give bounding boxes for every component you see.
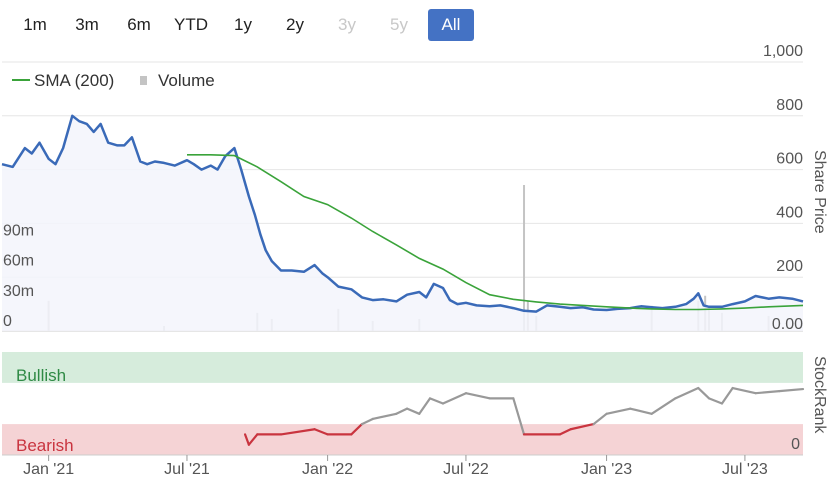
- bearish-label: Bearish: [16, 436, 74, 455]
- bearish-band: [2, 424, 803, 455]
- rank-zero-label: 0: [791, 436, 800, 453]
- sma-series: [187, 154, 804, 311]
- x-tick-label: Jul '22: [443, 461, 489, 478]
- volume-tick-label: 60m: [3, 253, 34, 270]
- stockrank-segment: [674, 386, 700, 400]
- legend[interactable]: SMA (200) Volume: [12, 71, 215, 90]
- stockrank-segment: [428, 397, 445, 405]
- x-tick-label: Jan '21: [23, 461, 74, 478]
- volume-tick-label: 0: [3, 313, 12, 330]
- range-button-all[interactable]: All: [428, 9, 474, 41]
- x-tick-label: Jan '23: [581, 461, 632, 478]
- axes: 1,000 800 600 400 200 0.00 0 30m 60m 90m: [3, 43, 803, 333]
- stockrank-segment: [650, 397, 677, 415]
- stockrank-segment: [731, 386, 757, 395]
- volume-bar: [523, 185, 526, 331]
- stockrank-segment: [371, 412, 398, 421]
- price-bottom-label: 0.00: [772, 316, 803, 333]
- stockrank-segment: [247, 433, 259, 446]
- range-button-5y: 5y: [376, 9, 422, 41]
- price-tick-label: 1,000: [763, 43, 803, 60]
- range-selector: 1m 3m 6m YTD 1y 2y 3y 5y All: [12, 9, 474, 43]
- range-button-ytd[interactable]: YTD: [168, 9, 214, 41]
- stockrank-segment: [441, 392, 468, 405]
- stockrank-segment: [697, 386, 711, 400]
- stockrank-segment: [629, 407, 653, 415]
- price-line: [1, 114, 804, 313]
- x-tick-label: Jan '22: [302, 461, 353, 478]
- price-tick-label: 200: [776, 258, 803, 275]
- range-button-3y: 3y: [324, 9, 370, 41]
- price-tick-label: 800: [776, 97, 803, 114]
- range-button-6m[interactable]: 6m: [116, 9, 162, 41]
- volume-legend-label[interactable]: Volume: [158, 71, 215, 90]
- stockrank-segment: [418, 397, 432, 415]
- price-series: [1, 114, 804, 331]
- bullish-label: Bullish: [16, 366, 66, 385]
- volume-tick-label: 90m: [3, 222, 34, 239]
- volume-tick-label: 30m: [3, 283, 34, 300]
- volume-legend-swatch: [140, 76, 147, 85]
- range-button-1m[interactable]: 1m: [12, 9, 58, 41]
- sma-legend-label[interactable]: SMA (200): [34, 71, 114, 90]
- stockrank-segment: [350, 423, 364, 436]
- stockrank-segment: [512, 397, 526, 436]
- stockrank-segment: [592, 412, 608, 426]
- x-tick-label: Jul '23: [722, 461, 768, 478]
- stockrank-segment: [464, 392, 491, 400]
- bullish-band: [2, 352, 803, 383]
- stockrank-segment: [754, 390, 781, 395]
- stockrank-segment: [558, 428, 572, 436]
- stockrank-panel: Bullish Bearish 0: [2, 352, 805, 455]
- stockrank-segment: [778, 387, 805, 393]
- stockrank-segment: [405, 407, 421, 415]
- stockrank-segment: [360, 417, 374, 426]
- stockrank-segment: [569, 423, 595, 431]
- range-button-2y[interactable]: 2y: [272, 9, 318, 41]
- price-axis-title: Share Price: [811, 150, 828, 234]
- price-tick-label: 400: [776, 204, 803, 221]
- stockrank-segment: [707, 397, 724, 405]
- stockrank-segment: [279, 428, 316, 436]
- range-button-1y[interactable]: 1y: [220, 9, 266, 41]
- stockrank-segment: [720, 386, 734, 405]
- stockrank-segment: [313, 428, 329, 436]
- x-tick-label: Jul '21: [164, 461, 210, 478]
- stockrank-segment: [243, 433, 250, 446]
- sma-line: [187, 154, 804, 311]
- x-axis: Jan '21 Jul '21 Jan '22 Jul '22 Jan '23 Jul '…: [2, 454, 803, 478]
- price-tick-label: 600: [776, 151, 803, 168]
- stockrank-segment: [605, 407, 632, 415]
- range-button-3m[interactable]: 3m: [64, 9, 110, 41]
- stockrank-segment: [395, 407, 409, 415]
- rank-axis-title: StockRank: [811, 356, 828, 434]
